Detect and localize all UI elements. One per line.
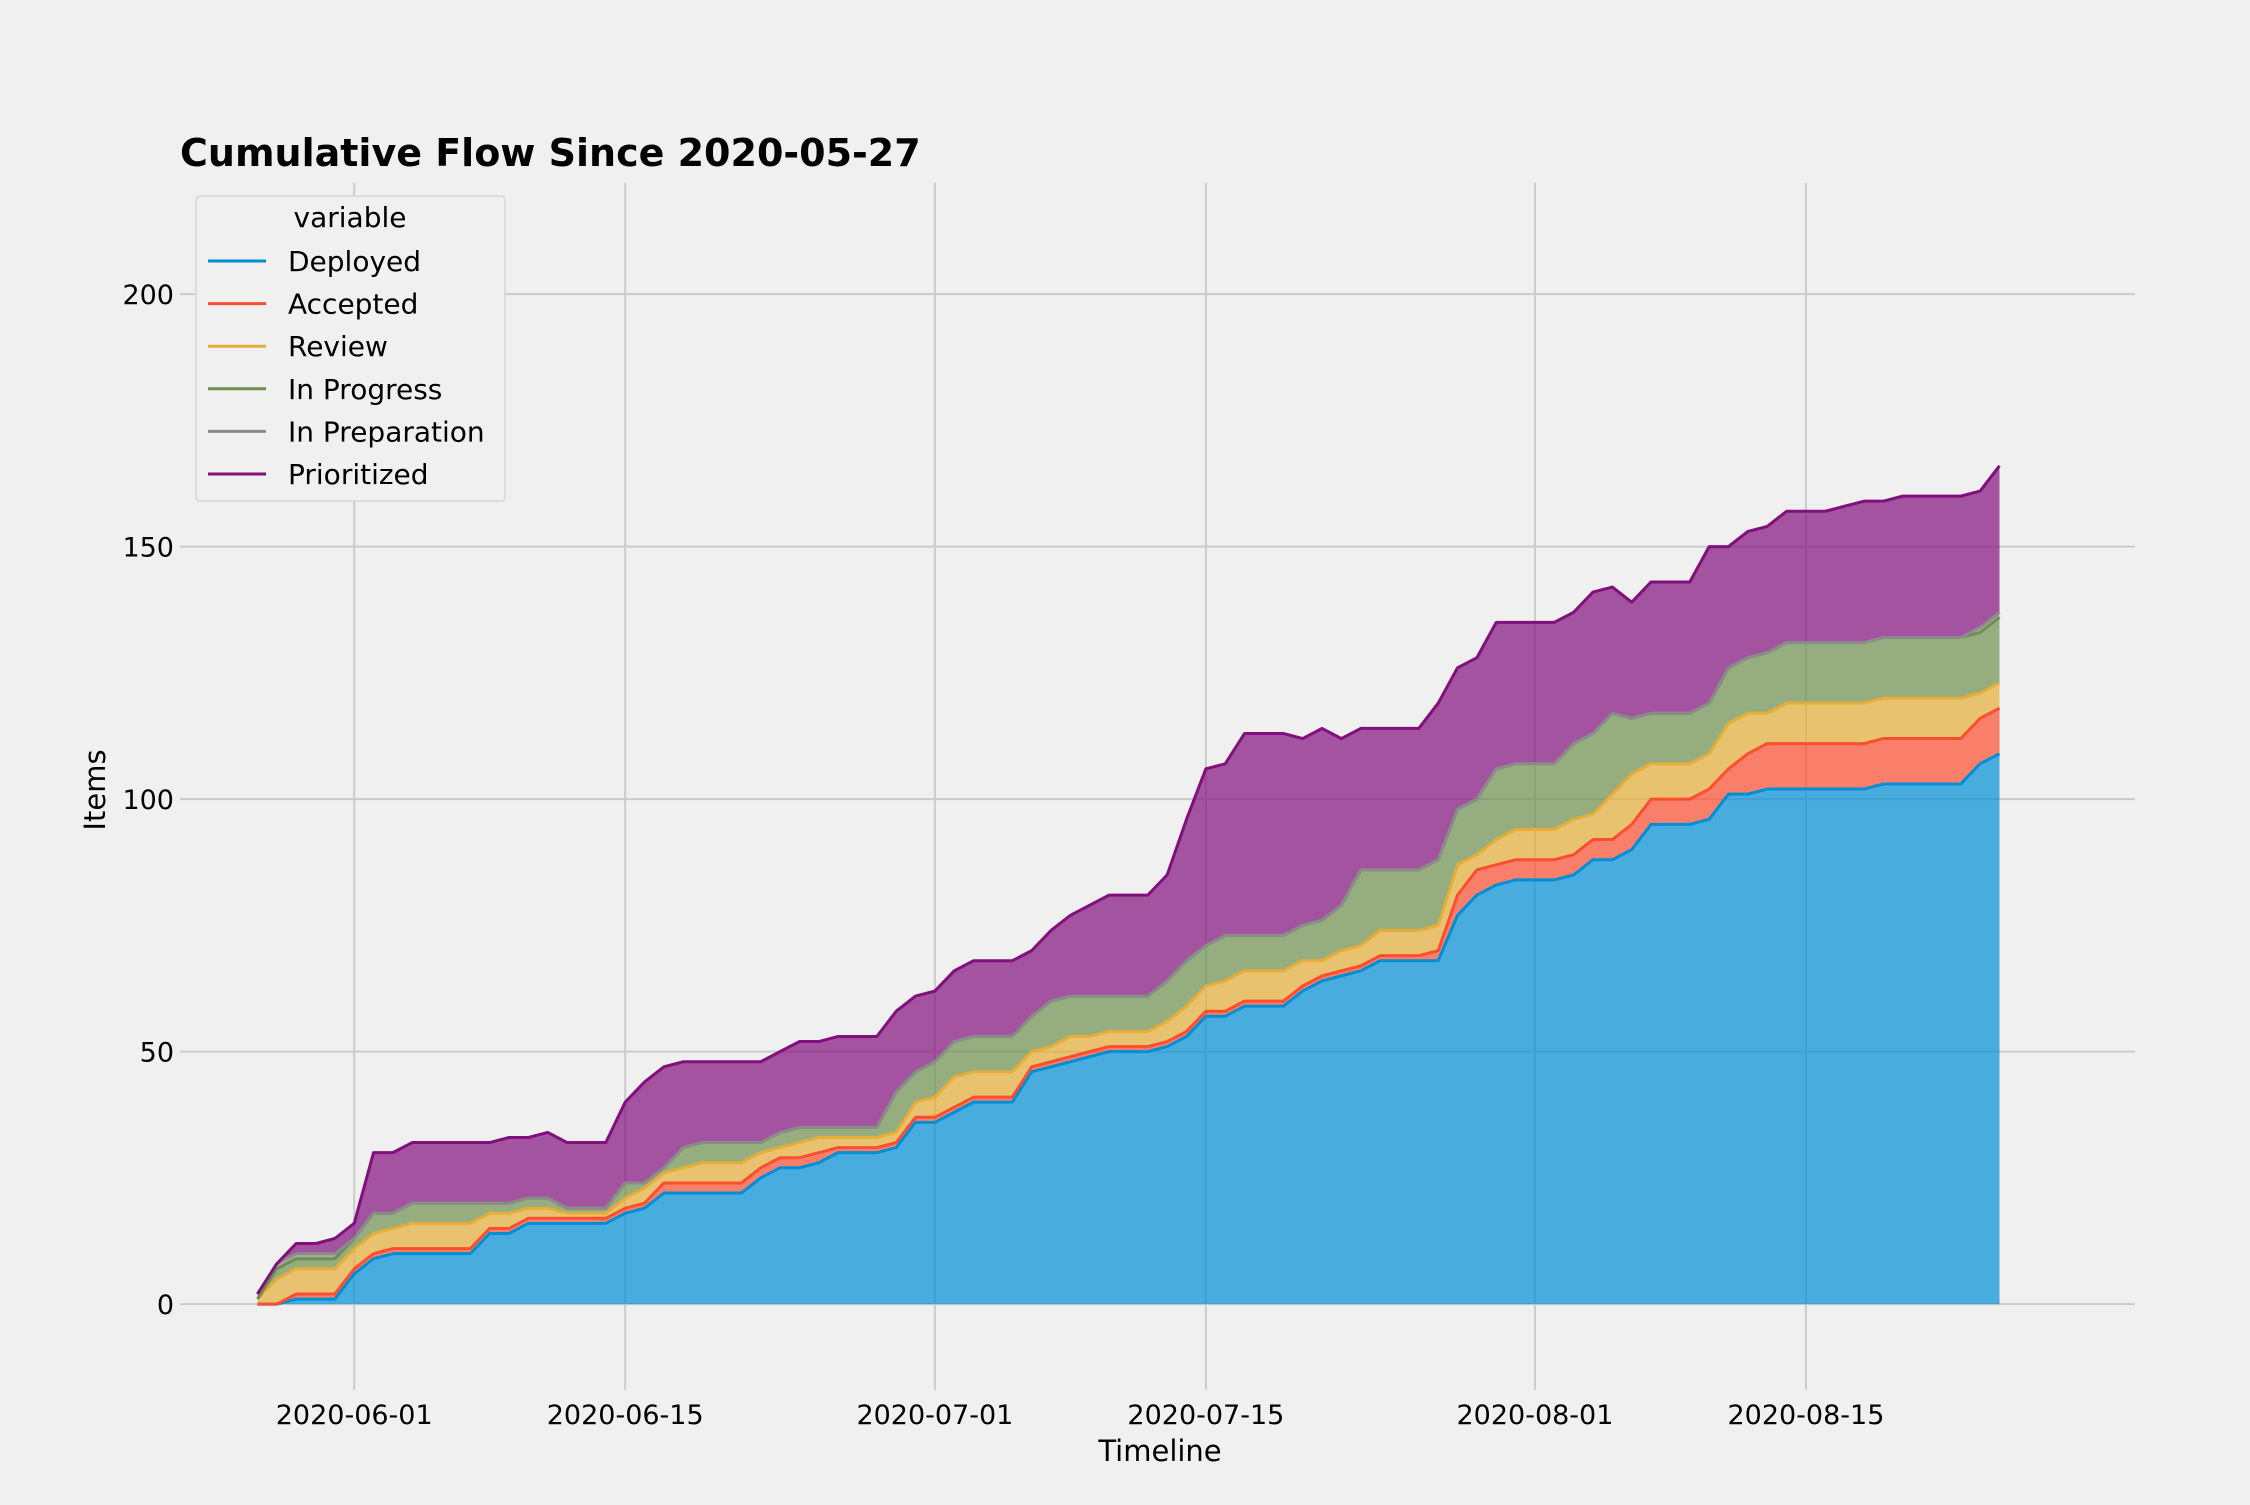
x-tick-label: 2020-07-15 xyxy=(1127,1400,1284,1431)
line-deployed xyxy=(257,752,2001,1306)
legend-label-in-progress: In Progress xyxy=(288,373,442,406)
y-tick-label: 200 xyxy=(122,280,174,311)
legend-label-accepted: Accepted xyxy=(288,288,418,321)
area-review xyxy=(257,682,2000,1305)
legend-label-review: Review xyxy=(288,330,388,363)
y-tick-label: 150 xyxy=(122,533,174,564)
area-prioritized xyxy=(257,465,2000,1295)
legend: variable Deployed Accepted Review In Progre… xyxy=(195,195,506,502)
chart-title: Cumulative Flow Since 2020-05-27 xyxy=(180,131,921,175)
y-tick-label: 0 xyxy=(157,1290,174,1321)
y-tick-label: 50 xyxy=(140,1038,174,1069)
legend-label-deployed: Deployed xyxy=(288,245,421,278)
line-review xyxy=(256,681,2001,1301)
line-accepted xyxy=(257,706,2001,1306)
x-axis-label: Timeline xyxy=(1097,1434,1221,1468)
x-tick-label: 2020-08-15 xyxy=(1727,1400,1884,1431)
legend-frame xyxy=(195,195,506,502)
x-tick-label: 2020-06-15 xyxy=(547,1400,704,1431)
legend-label-prioritized: Prioritized xyxy=(288,458,429,491)
line-layer xyxy=(256,464,2001,1306)
area-deployed xyxy=(257,753,2000,1305)
area-layer xyxy=(257,465,2000,1305)
x-tick-label: 2020-08-01 xyxy=(1456,1400,1613,1431)
area-in-progress xyxy=(257,617,2000,1300)
tick-layer: 0 50 100 150 200 2020-06-01 2020-06-15 2020-07-… xyxy=(122,280,1884,1431)
x-tick-label: 2020-07-01 xyxy=(856,1400,1013,1431)
y-axis-label: Items xyxy=(78,749,112,830)
line-prioritized xyxy=(256,464,2001,1295)
legend-label-in-preparation: In Preparation xyxy=(288,415,485,448)
legend-items: Deployed Accepted Review In Progress In Prep… xyxy=(208,245,485,491)
y-tick-label: 100 xyxy=(122,785,174,816)
line-in-preparation xyxy=(256,611,2001,1295)
x-tick-label: 2020-06-01 xyxy=(276,1400,433,1431)
legend-title: variable xyxy=(294,201,407,234)
